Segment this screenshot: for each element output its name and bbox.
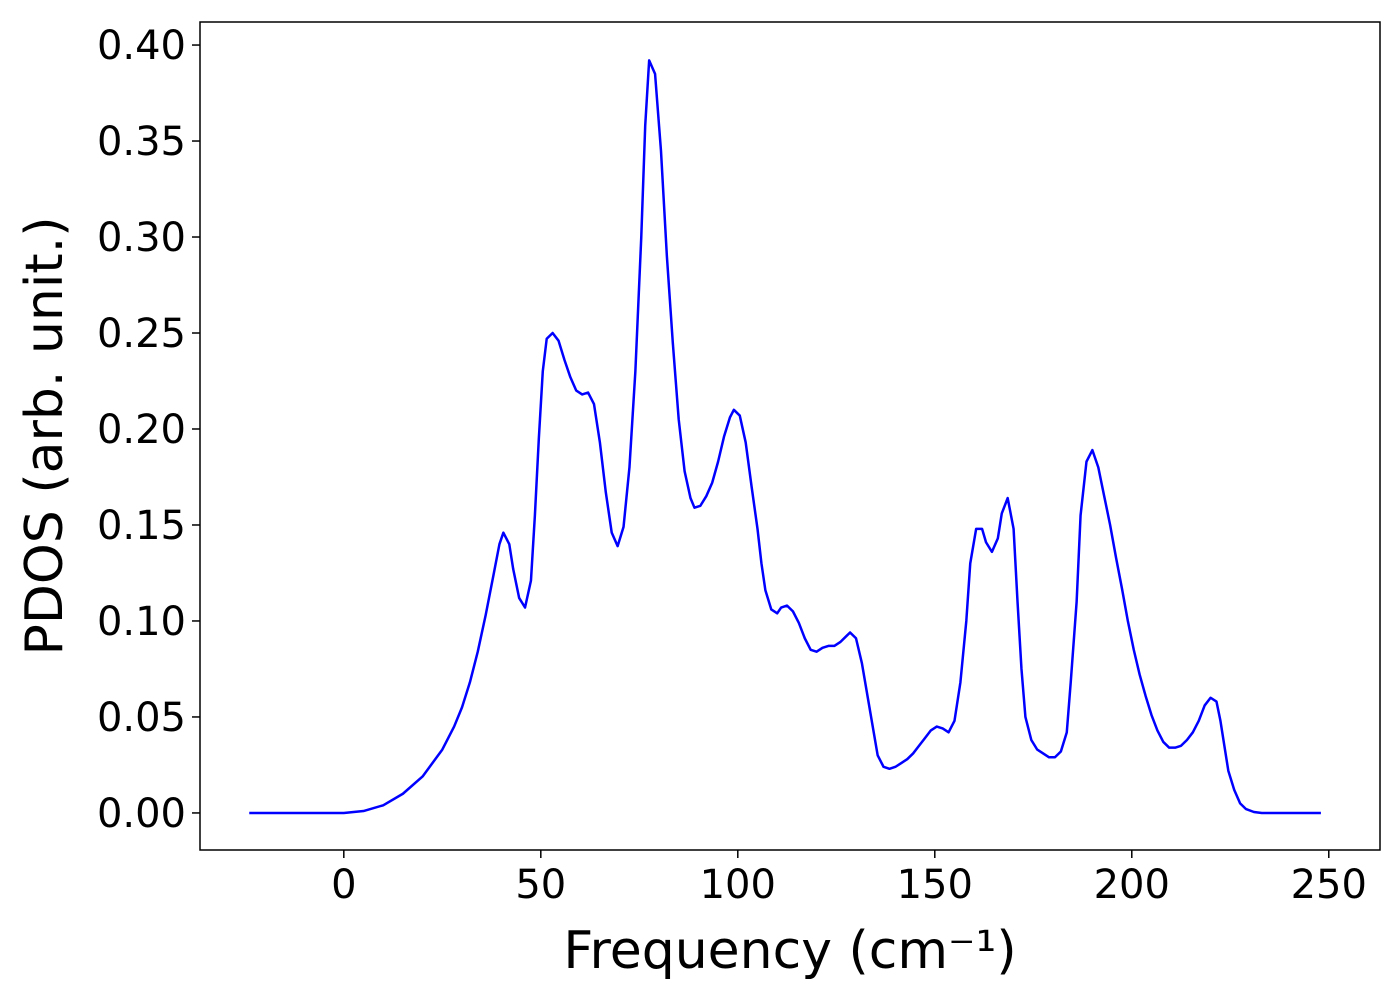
x-tick-label: 0 [331,862,356,908]
y-tick-label: 0.15 [97,503,186,549]
y-tick-label: 0.10 [97,599,186,645]
x-tick-label: 50 [515,862,566,908]
y-tick-label: 0.30 [97,215,186,261]
x-tick-label: 250 [1291,862,1367,908]
y-tick-label: 0.25 [97,311,186,357]
x-tick-label: 100 [700,862,776,908]
y-tick-label: 0.00 [97,791,186,837]
x-tick-label: 200 [1094,862,1170,908]
y-axis-label: PDOS (arb. unit.) [15,216,75,655]
x-axis-label: Frequency (cm⁻¹) [563,921,1016,981]
plot-frame [199,21,1381,851]
y-tick-label: 0.05 [97,695,186,741]
y-tick-label: 0.40 [97,23,186,69]
series-line [249,59,1321,815]
y-tick-label: 0.35 [97,119,186,165]
y-tick-label: 0.20 [97,407,186,453]
x-tick-label: 150 [897,862,973,908]
